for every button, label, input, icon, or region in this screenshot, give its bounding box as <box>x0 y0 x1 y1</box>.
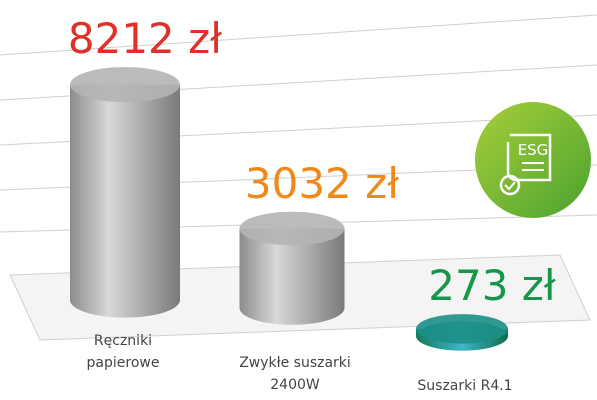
bar <box>70 84 180 300</box>
x-tick-label: Ręczniki papierowe <box>86 333 160 371</box>
value-label: 3032 zł <box>244 158 400 208</box>
esg-badge: ESG <box>475 102 591 218</box>
x-tick-label: Zwykłe suszarki 2400W <box>239 355 351 393</box>
value-label: 273 zł <box>428 261 556 311</box>
bar-top <box>70 67 180 103</box>
value-label: 8212 zł <box>67 14 223 64</box>
bar-top <box>239 211 345 246</box>
bar-top <box>416 314 508 344</box>
x-tick-label: Suszarki R4.1 <box>417 378 513 394</box>
badge-text: ESG <box>518 141 549 159</box>
